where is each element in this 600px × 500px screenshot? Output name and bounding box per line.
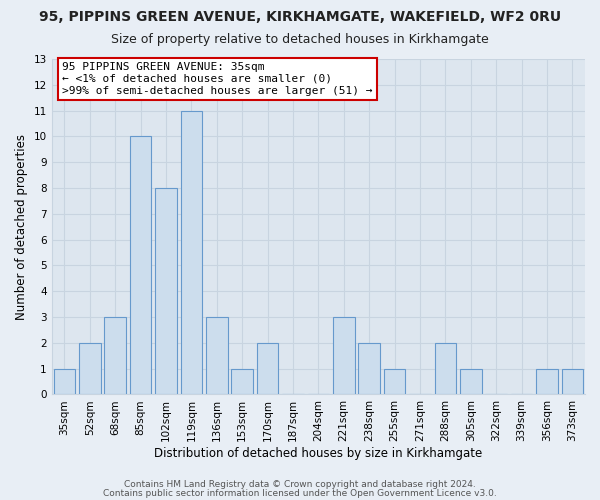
Bar [536, 368, 557, 394]
Bar [206, 317, 227, 394]
Text: 95 PIPPINS GREEN AVENUE: 35sqm
← <1% of detached houses are smaller (0)
>99% of : 95 PIPPINS GREEN AVENUE: 35sqm ← <1% of … [62, 62, 373, 96]
Text: Contains HM Land Registry data © Crown copyright and database right 2024.: Contains HM Land Registry data © Crown c… [124, 480, 476, 489]
Bar [434, 343, 456, 394]
Bar [460, 368, 482, 394]
Bar [155, 188, 177, 394]
Bar [181, 110, 202, 395]
Bar [358, 343, 380, 394]
Text: Contains public sector information licensed under the Open Government Licence v3: Contains public sector information licen… [103, 489, 497, 498]
Bar [232, 368, 253, 394]
Bar [104, 317, 126, 394]
Y-axis label: Number of detached properties: Number of detached properties [15, 134, 28, 320]
X-axis label: Distribution of detached houses by size in Kirkhamgate: Distribution of detached houses by size … [154, 447, 482, 460]
Bar [562, 368, 583, 394]
Text: 95, PIPPINS GREEN AVENUE, KIRKHAMGATE, WAKEFIELD, WF2 0RU: 95, PIPPINS GREEN AVENUE, KIRKHAMGATE, W… [39, 10, 561, 24]
Text: Size of property relative to detached houses in Kirkhamgate: Size of property relative to detached ho… [111, 32, 489, 46]
Bar [53, 368, 75, 394]
Bar [257, 343, 278, 394]
Bar [384, 368, 406, 394]
Bar [130, 136, 151, 394]
Bar [333, 317, 355, 394]
Bar [79, 343, 101, 394]
